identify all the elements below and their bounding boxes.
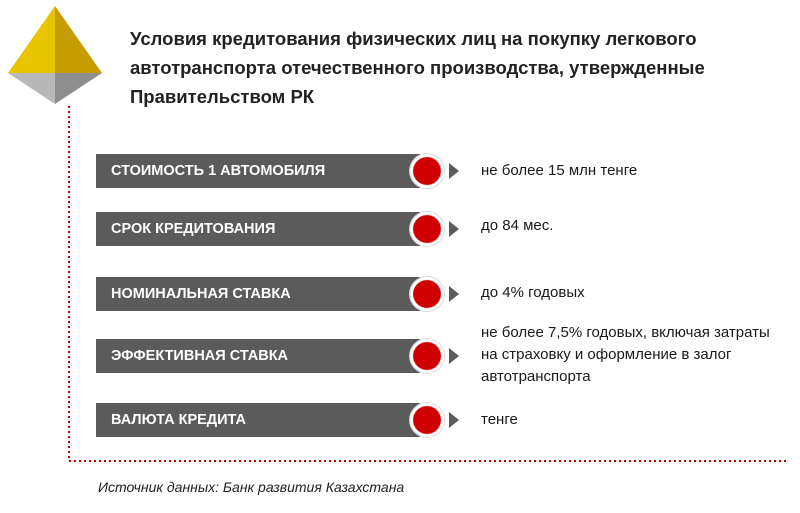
- condition-label: НОМИНАЛЬНАЯ СТАВКА: [111, 286, 291, 302]
- red-dot-icon: [410, 403, 444, 437]
- arrow-right-icon: [449, 163, 459, 179]
- condition-label: СТОИМОСТЬ 1 АВТОМОБИЛЯ: [111, 163, 326, 179]
- red-dot-icon: [410, 212, 444, 246]
- condition-bar: СТОИМОСТЬ 1 АВТОМОБИЛЯ: [96, 154, 420, 188]
- red-dot-icon: [410, 339, 444, 373]
- pyramid-logo-icon: [8, 6, 102, 104]
- source-note: Источник данных: Банк развития Казахстан…: [98, 479, 405, 495]
- condition-row: СТОИМОСТЬ 1 АВТОМОБИЛЯ не более 15 млн т…: [0, 151, 800, 191]
- condition-label: ЭФФЕКТИВНАЯ СТАВКА: [111, 348, 289, 364]
- condition-bar: ЭФФЕКТИВНАЯ СТАВКА: [96, 339, 420, 373]
- condition-label: ВАЛЮТА КРЕДИТА: [111, 412, 246, 428]
- condition-bar: НОМИНАЛЬНАЯ СТАВКА: [96, 277, 420, 311]
- page-title: Условия кредитования физических лиц на п…: [130, 28, 705, 107]
- condition-value: тенге: [481, 411, 518, 428]
- condition-value: до 84 мес.: [481, 217, 554, 234]
- condition-row: ЭФФЕКТИВНАЯ СТАВКА не более 7,5% годовых…: [0, 324, 800, 385]
- condition-value: не более 7,5% годовых, включая затраты н…: [481, 324, 770, 385]
- condition-label: СРОК КРЕДИТОВАНИЯ: [111, 221, 276, 237]
- condition-value: до 4% годовых: [481, 284, 585, 301]
- condition-bar: ВАЛЮТА КРЕДИТА: [96, 403, 420, 437]
- red-dot-icon: [410, 277, 444, 311]
- red-dot-icon: [410, 154, 444, 188]
- condition-value: не более 15 млн тенге: [481, 162, 638, 179]
- arrow-right-icon: [449, 221, 459, 237]
- condition-bar: СРОК КРЕДИТОВАНИЯ: [96, 212, 420, 246]
- arrow-right-icon: [449, 286, 459, 302]
- condition-row: НОМИНАЛЬНАЯ СТАВКА до 4% годовых: [0, 274, 800, 314]
- condition-row: СРОК КРЕДИТОВАНИЯ до 84 мес.: [0, 209, 800, 249]
- arrow-right-icon: [449, 412, 459, 428]
- condition-row: ВАЛЮТА КРЕДИТА тенге: [0, 400, 800, 440]
- arrow-right-icon: [449, 348, 459, 364]
